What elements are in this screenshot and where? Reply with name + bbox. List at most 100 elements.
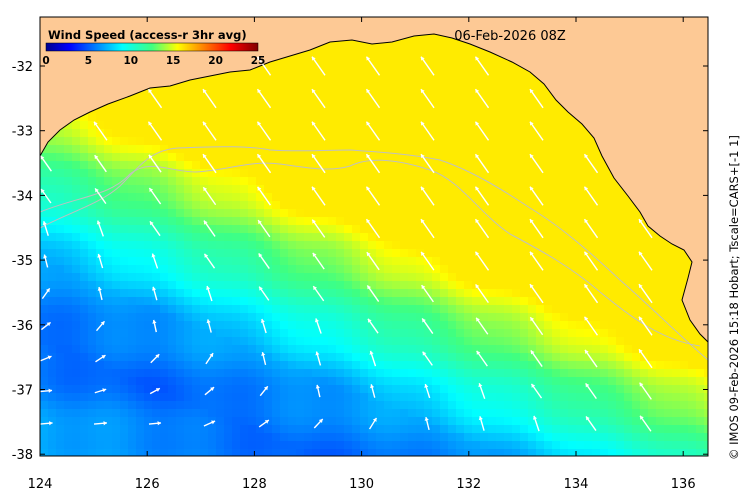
field-cell — [400, 145, 409, 154]
field-cell — [504, 281, 513, 290]
field-cell — [176, 281, 185, 290]
field-cell — [200, 305, 209, 314]
field-cell — [344, 241, 353, 250]
field-cell — [688, 361, 697, 370]
field-cell — [456, 449, 465, 456]
field-cell — [496, 73, 505, 82]
field-cell — [240, 289, 249, 298]
field-cell — [280, 329, 289, 338]
field-cell — [672, 361, 681, 370]
field-cell — [296, 265, 305, 274]
wind-arrow-head — [257, 121, 262, 126]
field-cell — [440, 137, 449, 146]
field-cell — [456, 273, 465, 282]
field-cell — [512, 97, 521, 106]
field-cell — [688, 321, 697, 330]
field-cell — [232, 257, 241, 266]
field-cell — [440, 345, 449, 354]
field-cell — [368, 49, 377, 58]
field-cell — [160, 297, 169, 306]
field-cell — [112, 345, 121, 354]
field-cell — [384, 329, 393, 338]
field-cell — [224, 225, 233, 234]
field-cell — [280, 57, 289, 66]
field-cell — [496, 209, 505, 218]
field-cell — [200, 241, 209, 250]
wind-arrow-head — [366, 121, 371, 126]
field-cell — [192, 289, 201, 298]
field-cell — [608, 273, 617, 282]
field-cell — [232, 169, 241, 178]
field-cell — [40, 409, 49, 418]
field-cell — [440, 153, 449, 162]
field-cell — [504, 265, 513, 274]
field-cell — [104, 361, 113, 370]
field-cell — [200, 297, 209, 306]
field-cell — [464, 329, 473, 338]
field-cell — [464, 249, 473, 258]
field-cell — [432, 441, 441, 450]
field-cell — [432, 137, 441, 146]
field-cell — [72, 385, 81, 394]
field-cell — [664, 281, 673, 290]
field-cell — [280, 145, 289, 154]
field-cell — [128, 409, 137, 418]
field-cell — [640, 369, 649, 378]
field-cell — [536, 361, 545, 370]
field-cell — [472, 345, 481, 354]
field-cell — [296, 353, 305, 362]
field-cell — [80, 201, 89, 210]
field-cell — [448, 345, 457, 354]
field-cell — [616, 361, 625, 370]
field-cell — [352, 257, 361, 266]
field-cell — [328, 417, 337, 426]
field-cell — [120, 329, 129, 338]
field-cell — [648, 289, 657, 298]
field-cell — [232, 313, 241, 322]
field-cell — [256, 169, 265, 178]
field-cell — [600, 233, 609, 242]
wind-arrow-shaft — [420, 121, 435, 141]
field-cell — [568, 297, 577, 306]
field-cell — [328, 337, 337, 346]
wind-arrow-head — [366, 89, 371, 94]
field-cell — [272, 217, 281, 226]
field-cell — [416, 209, 425, 218]
field-cell — [320, 353, 329, 362]
field-cell — [424, 169, 433, 178]
field-cell — [304, 129, 313, 138]
field-cell — [352, 409, 361, 418]
field-cell — [360, 321, 369, 330]
field-cell — [208, 313, 217, 322]
field-cell — [208, 321, 217, 330]
field-cell — [448, 193, 457, 202]
wind-arrow-shaft — [474, 218, 490, 239]
field-cell — [456, 233, 465, 242]
field-cell — [632, 249, 641, 258]
field-cell — [264, 265, 273, 274]
field-cell — [552, 361, 561, 370]
field-cell — [576, 249, 585, 258]
field-cell — [312, 65, 321, 74]
field-cell — [408, 105, 417, 114]
wind-arrow-head — [204, 253, 209, 258]
field-cell — [208, 265, 217, 274]
field-cell — [656, 281, 665, 290]
field-cell — [64, 345, 73, 354]
field-cell — [496, 289, 505, 298]
field-cell — [256, 377, 265, 386]
field-cell — [112, 393, 121, 402]
wind-arrow-shaft — [583, 251, 599, 271]
wind-arrow — [40, 355, 52, 362]
field-cell — [584, 161, 593, 170]
field-cell — [280, 305, 289, 314]
field-cell — [208, 273, 217, 282]
field-cell — [320, 345, 329, 354]
field-cell — [320, 385, 329, 394]
field-cell — [672, 297, 681, 306]
field-cell — [232, 281, 241, 290]
field-cell — [120, 121, 129, 130]
field-cell — [224, 297, 233, 306]
field-cell — [544, 113, 553, 122]
field-cell — [592, 377, 601, 386]
